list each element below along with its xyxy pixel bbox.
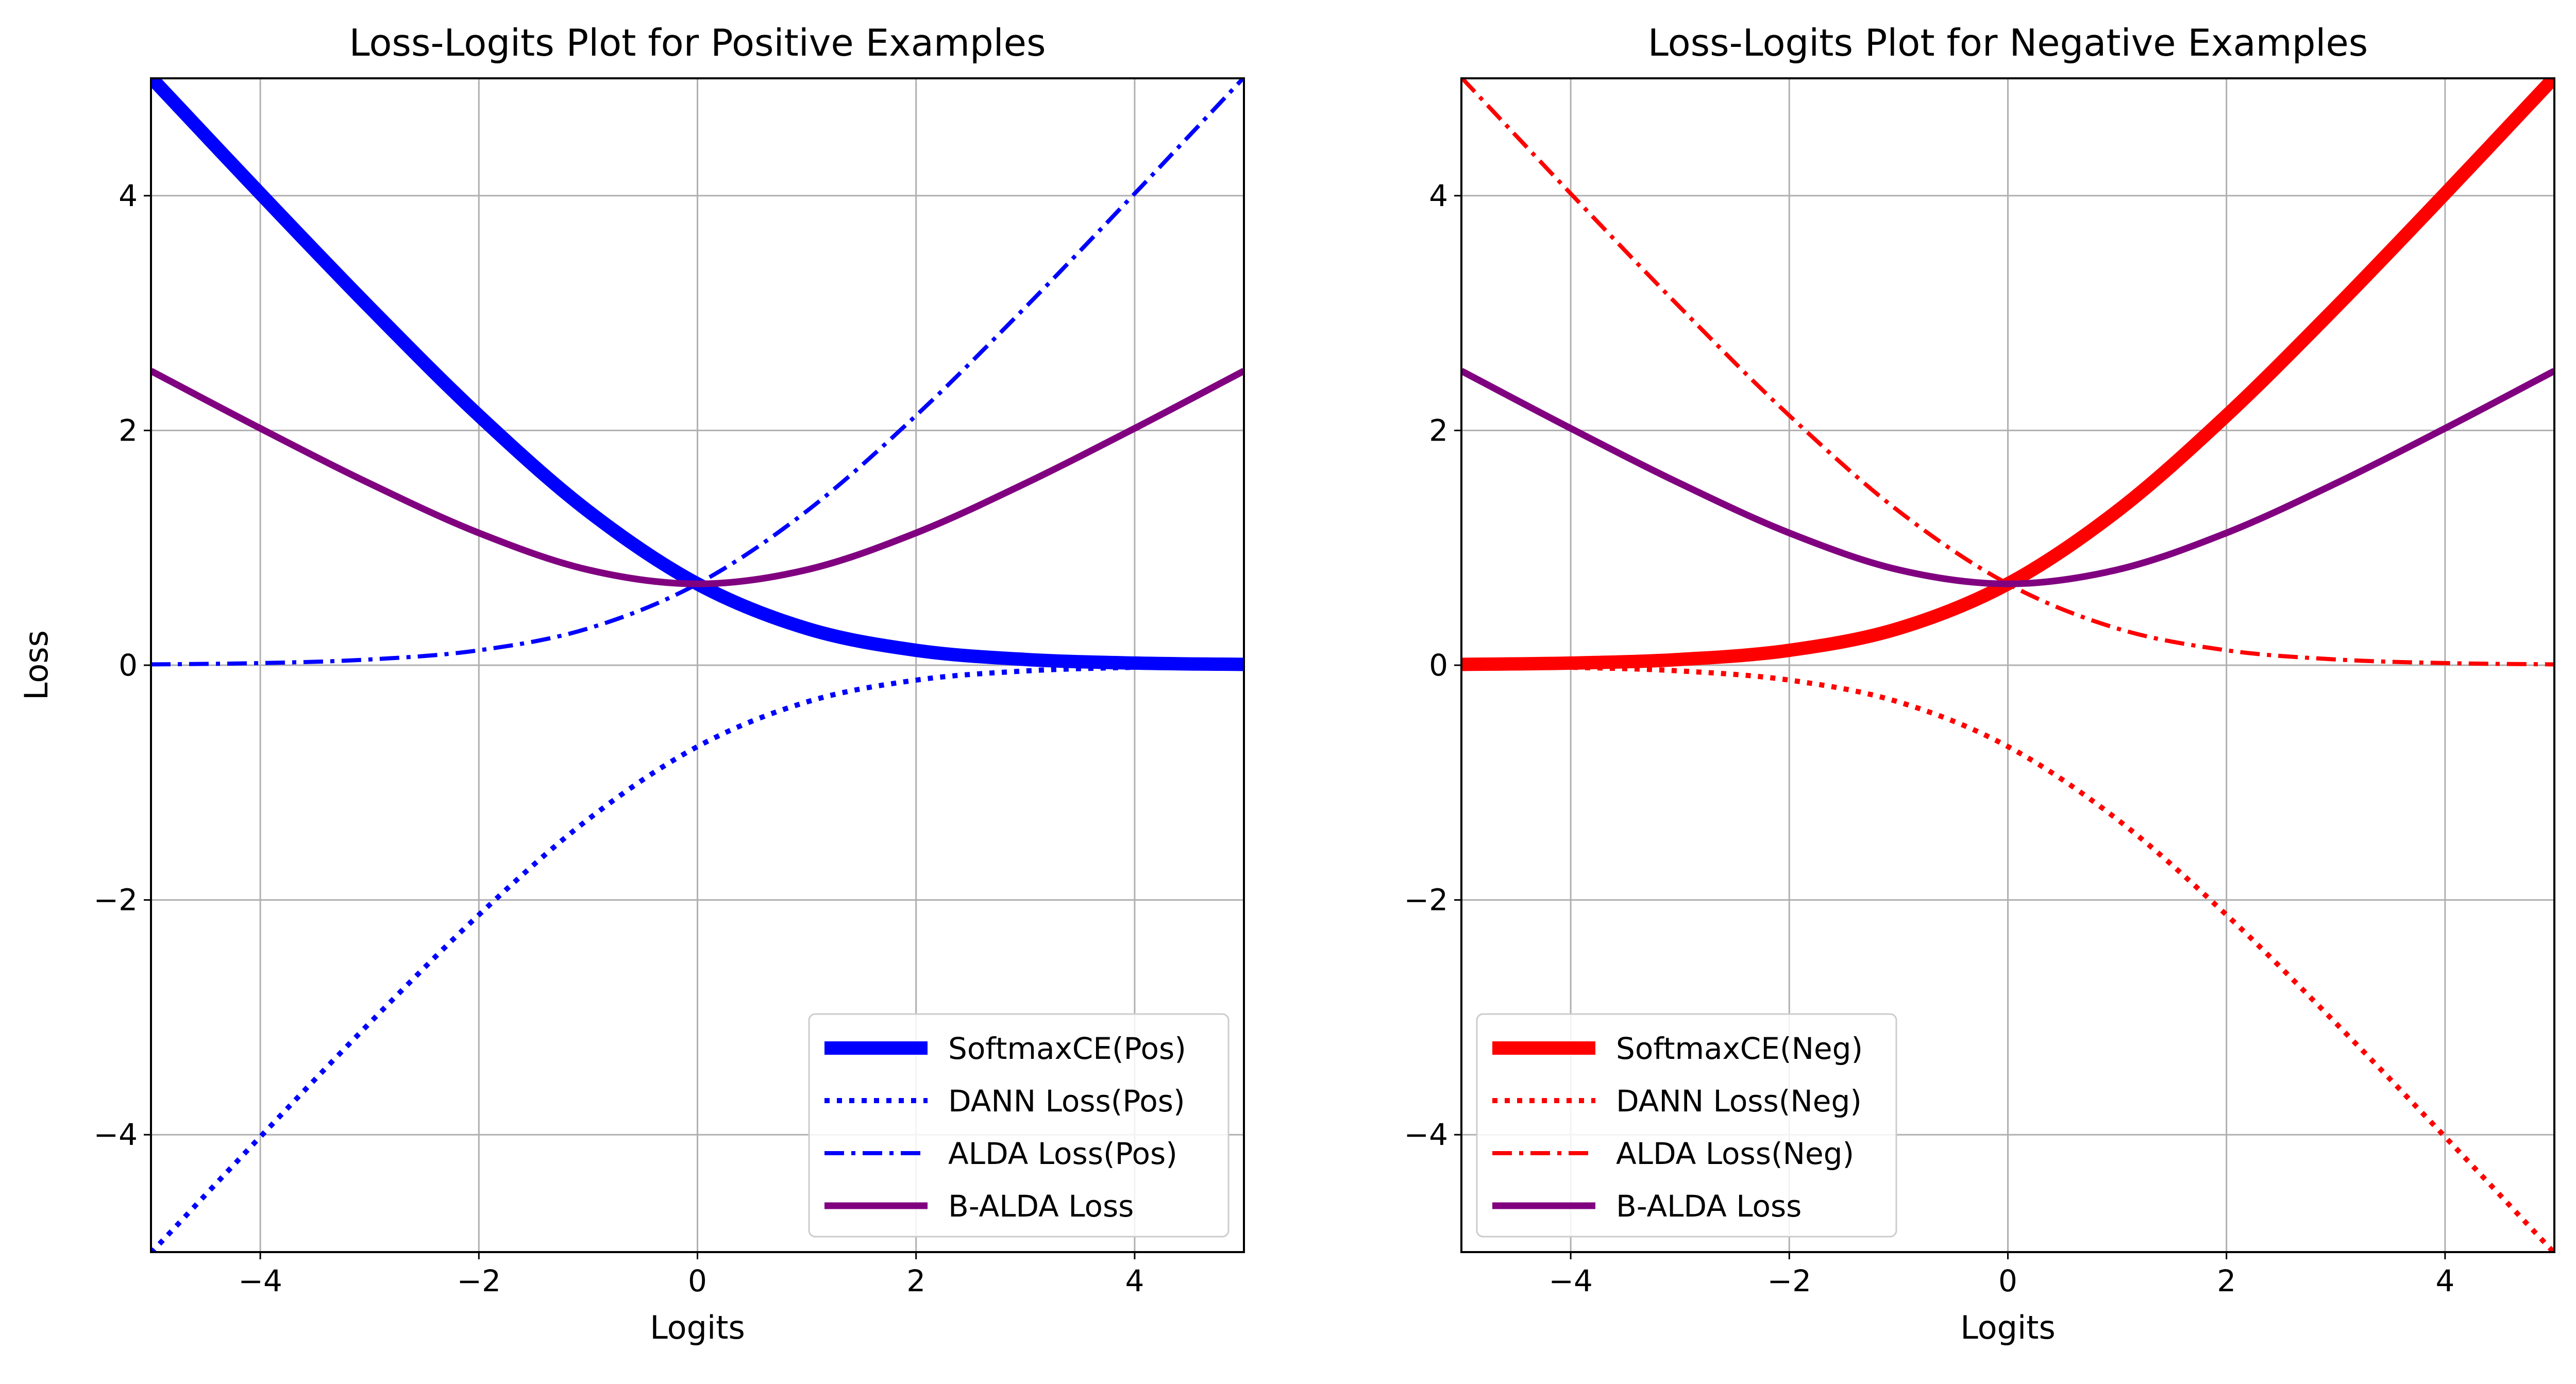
series-line-0 xyxy=(1461,78,2554,671)
series-line-1 xyxy=(151,663,1244,1252)
x-tick-label: −4 xyxy=(238,1263,282,1298)
series-layer xyxy=(151,78,1244,1252)
axis-ticks: −4 −2 0 2 4 −4 −2 0 2 4 xyxy=(94,178,1144,1298)
series-line-2 xyxy=(1461,78,2554,667)
chart-negative-examples: −4 −2 0 2 4 −4 −2 0 2 4 Loss-Logits Plot for Nega… xyxy=(1404,21,2555,1346)
legend-label-2: ALDA Loss(Pos) xyxy=(948,1136,1177,1171)
series-line-0 xyxy=(151,78,1244,671)
legend-label-3: B-ALDA Loss xyxy=(1616,1189,1801,1224)
series-layer xyxy=(1461,78,2554,1252)
legend: SoftmaxCE(Pos) DANN Loss(Pos) ALDA Loss(Po… xyxy=(808,1013,1230,1238)
axis-ticks: −4 −2 0 2 4 −4 −2 0 2 4 xyxy=(1404,178,2455,1298)
chart-title: Loss-Logits Plot for Negative Examples xyxy=(1648,21,2368,64)
series-line-3 xyxy=(151,368,1244,587)
y-tick-label: −4 xyxy=(1404,1117,1449,1152)
y-tick-label: 2 xyxy=(1429,413,1448,448)
legend-frame xyxy=(808,1013,1230,1238)
legend: SoftmaxCE(Neg) DANN Loss(Neg) ALDA Loss(Ne… xyxy=(1476,1013,1897,1238)
legend-label-1: DANN Loss(Pos) xyxy=(948,1084,1185,1119)
x-tick-label: −2 xyxy=(457,1263,501,1298)
legend-label-1: DANN Loss(Neg) xyxy=(1616,1084,1862,1119)
x-tick-label: 4 xyxy=(1125,1263,1144,1298)
y-tick-label: −2 xyxy=(1404,883,1449,918)
series-line-3 xyxy=(1461,368,2554,587)
y-tick-label: 0 xyxy=(1429,648,1448,683)
y-tick-label: −2 xyxy=(94,883,138,918)
series-line-1 xyxy=(1461,663,2554,1252)
x-tick-label: 2 xyxy=(2217,1263,2236,1298)
x-axis-label: Logits xyxy=(650,1309,745,1346)
legend-label-0: SoftmaxCE(Neg) xyxy=(1616,1031,1863,1066)
x-tick-label: −2 xyxy=(1767,1263,1812,1298)
legend-label-3: B-ALDA Loss xyxy=(948,1189,1134,1224)
x-tick-label: 0 xyxy=(688,1263,707,1298)
legend-label-2: ALDA Loss(Neg) xyxy=(1616,1136,1854,1171)
x-tick-label: 4 xyxy=(2435,1263,2454,1298)
series-line-2 xyxy=(151,78,1244,667)
x-tick-label: 0 xyxy=(1998,1263,2017,1298)
y-tick-label: −4 xyxy=(94,1117,138,1152)
y-tick-label: 2 xyxy=(119,413,138,448)
x-tick-label: 2 xyxy=(906,1263,925,1298)
x-tick-label: −4 xyxy=(1548,1263,1593,1298)
y-tick-label: 0 xyxy=(119,648,138,683)
y-axis-label: Loss xyxy=(18,630,55,700)
chart-positive-examples: −4 −2 0 2 4 −4 −2 0 2 4 Loss-Logits Plot for Posi… xyxy=(18,21,1245,1346)
x-axis-label: Logits xyxy=(1960,1309,2056,1346)
legend-frame xyxy=(1476,1013,1897,1238)
chart-title: Loss-Logits Plot for Positive Examples xyxy=(349,21,1046,64)
legend-label-0: SoftmaxCE(Pos) xyxy=(948,1031,1186,1066)
y-tick-label: 4 xyxy=(1429,178,1448,213)
y-tick-label: 4 xyxy=(119,178,138,213)
